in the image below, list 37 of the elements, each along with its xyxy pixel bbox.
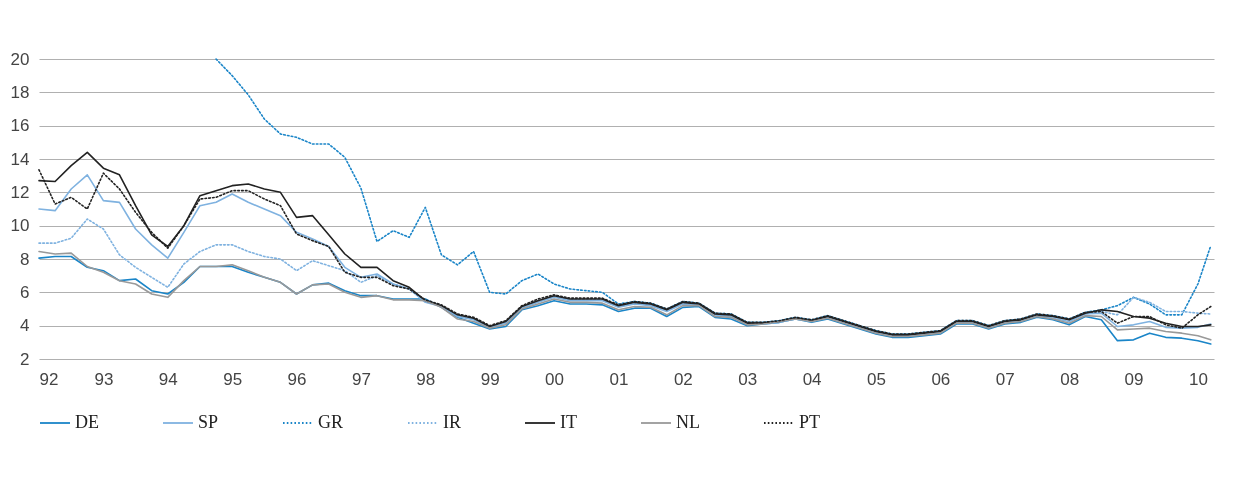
- y-tick-label: 2: [20, 349, 30, 369]
- legend-label: GR: [318, 412, 344, 432]
- x-tick-label: 06: [931, 369, 951, 389]
- y-tick-label: 6: [20, 282, 30, 302]
- line-series: [215, 58, 1212, 335]
- x-tick-label: 95: [223, 369, 243, 389]
- x-tick-label: 00: [545, 369, 565, 389]
- y-tick-label: 10: [10, 216, 30, 236]
- x-tick-label: 98: [416, 369, 436, 389]
- y-tick-label: 12: [10, 182, 30, 202]
- x-tick-label: 02: [673, 369, 693, 389]
- x-tick-label: 07: [995, 369, 1015, 389]
- x-tick-label: 03: [738, 369, 758, 389]
- x-tick-label: 96: [287, 369, 307, 389]
- legend-label: DE: [75, 412, 99, 432]
- y-tick-label: 14: [10, 149, 30, 169]
- y-tick-label: 4: [20, 316, 30, 336]
- x-tick-label: 92: [39, 369, 59, 389]
- legend-label: IT: [560, 412, 577, 432]
- x-tick-label: 04: [802, 369, 822, 389]
- y-tick-label: 16: [10, 116, 30, 136]
- x-tick-label: 99: [480, 369, 500, 389]
- y-tick-label: 20: [10, 49, 30, 69]
- y-tick-label: 18: [10, 82, 30, 102]
- x-tick-label: 05: [867, 369, 886, 389]
- x-tick-label: 08: [1060, 369, 1080, 389]
- x-tick-label: 94: [158, 369, 178, 389]
- legend-label: SP: [198, 412, 219, 432]
- legend-label: NL: [676, 412, 700, 432]
- x-tick-label: 10: [1188, 369, 1208, 389]
- y-tick-label: 8: [20, 249, 30, 269]
- legend-label: IR: [443, 412, 461, 432]
- x-tick-label: 01: [609, 369, 629, 389]
- x-tick-label: 97: [351, 369, 371, 389]
- x-tick-label: 93: [94, 369, 114, 389]
- x-tick-label: 09: [1124, 369, 1144, 389]
- legend-label: PT: [799, 412, 821, 432]
